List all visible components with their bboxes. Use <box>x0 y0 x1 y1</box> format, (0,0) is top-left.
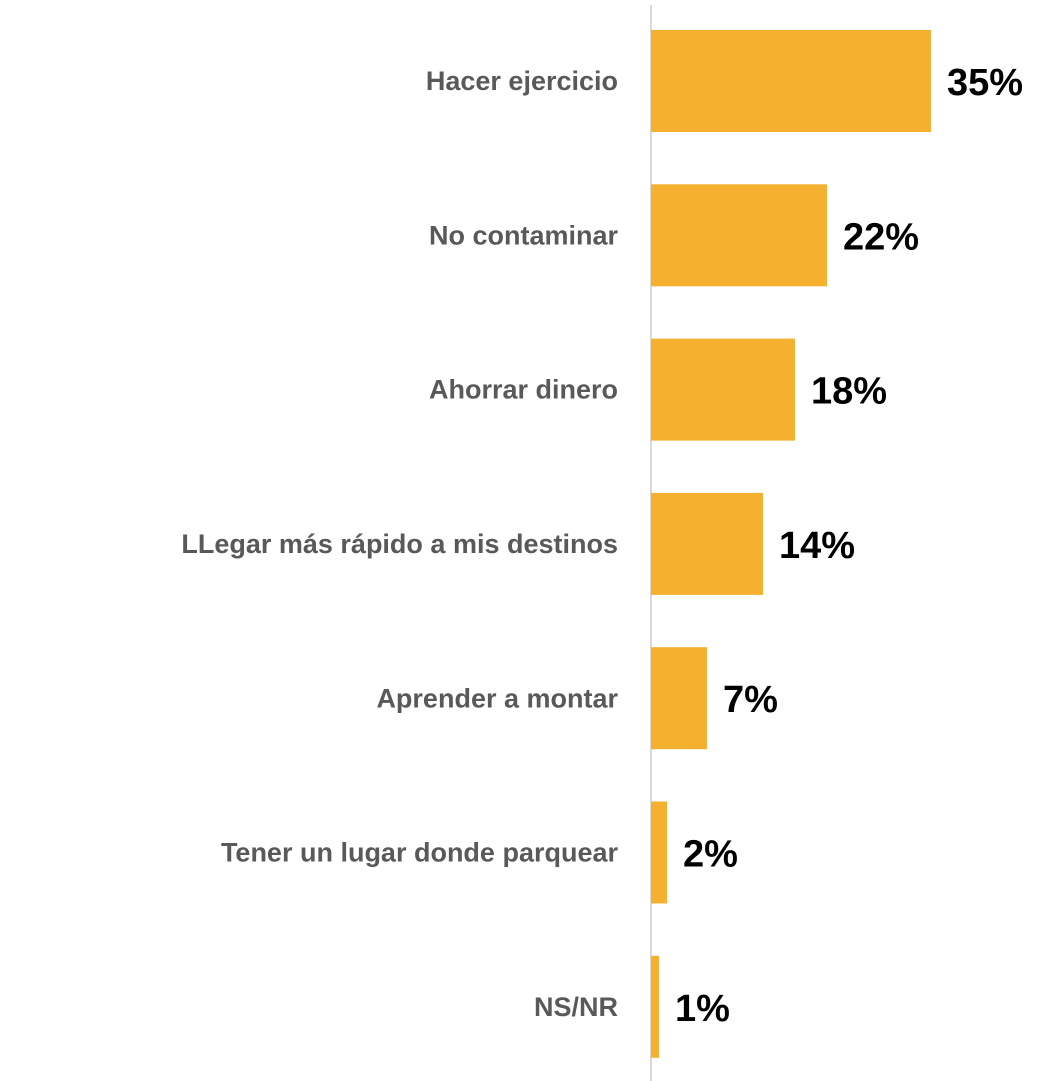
value-label: 22% <box>843 216 919 258</box>
bar <box>651 184 827 287</box>
bar <box>651 492 763 595</box>
category-label: NS/NR <box>534 992 618 1022</box>
category-label: Ahorrar dinero <box>429 375 618 405</box>
value-label: 2% <box>683 834 738 876</box>
category-label: No contaminar <box>429 220 619 250</box>
category-label: Tener un lugar donde parquear <box>221 838 619 868</box>
bar <box>651 30 931 132</box>
value-label: 14% <box>779 525 855 567</box>
bar <box>651 955 659 1058</box>
value-label: 1% <box>675 988 730 1030</box>
value-label: 18% <box>811 371 887 413</box>
category-label: LLegar más rápido a mis destinos <box>181 529 618 559</box>
bar <box>651 338 795 441</box>
bar <box>651 647 707 750</box>
value-label: 35% <box>947 62 1023 104</box>
category-label: Hacer ejercicio <box>426 66 618 96</box>
value-label: 7% <box>723 679 778 721</box>
category-label: Aprender a montar <box>376 683 618 713</box>
bar <box>651 801 667 904</box>
